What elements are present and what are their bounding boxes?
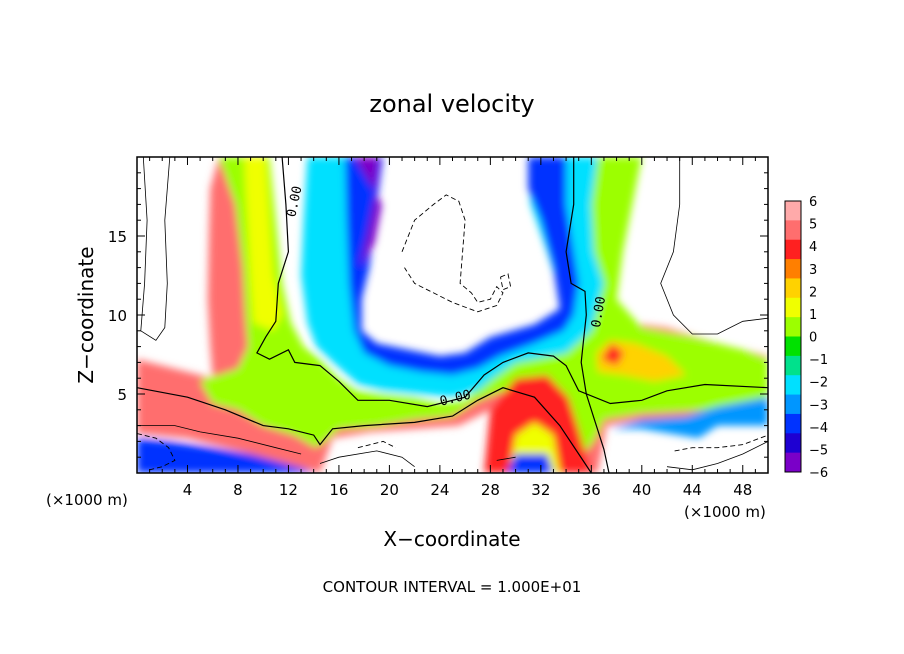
colorbar-tick-label: −3 (809, 398, 828, 413)
colorbar-tick-label: 3 (809, 263, 817, 278)
velocity-region-left-yellow (244, 157, 283, 331)
y-tick-label: 10 (108, 307, 127, 325)
contour-label: 0.00 (438, 388, 472, 410)
colorbar: 6 5 4 3 2 1 0 −1 −2 −3 −4 −5 −6 (784, 195, 828, 481)
colorbar-swatch (785, 394, 801, 415)
contour-line (319, 450, 415, 468)
colorbar-tick-label: 5 (809, 218, 817, 233)
colorbar-swatch (785, 239, 801, 260)
contour-line-negative (500, 273, 512, 291)
colorbar-tick-label: 4 (809, 240, 817, 255)
colorbar-tick-label: 1 (809, 308, 817, 323)
contour-line-zero (256, 157, 768, 408)
x-unit-left: (×1000 m) (46, 491, 128, 509)
x-tick-label: 28 (481, 481, 500, 499)
y-tick-label: 5 (117, 386, 127, 404)
colorbar-tick-label: −2 (809, 376, 828, 391)
contour-label: 0.00 (589, 295, 609, 328)
y-tick-label: 15 (108, 228, 127, 246)
x-tick-label: 4 (183, 481, 193, 499)
velocity-region-mid-bottom (484, 375, 592, 473)
x-tick-label: 8 (233, 481, 243, 499)
colorbar-tick-label: −4 (809, 421, 828, 436)
x-unit-right: (×1000 m) (684, 503, 766, 521)
contour-line (496, 456, 516, 461)
y-axis-label: Z−coordinate (74, 246, 98, 383)
contour-line-zero (565, 157, 610, 473)
contour-line-negative (137, 433, 176, 471)
contour-line-negative (674, 434, 768, 452)
colorbar-swatch (785, 336, 801, 357)
x-tick-label: 36 (582, 481, 601, 499)
colorbar-frame (784, 200, 802, 473)
colorbar-swatch (785, 452, 801, 473)
colorbar-swatch (785, 259, 801, 279)
velocity-region-mid-purple (354, 157, 382, 268)
x-tick-label: 24 (430, 481, 449, 499)
colorbar-swatch (785, 220, 801, 241)
contour-line-zero (137, 387, 592, 473)
contour-interval-note: CONTOUR INTERVAL = 1.000E+01 (323, 578, 582, 596)
velocity-region-right-red-spot (601, 343, 625, 366)
colorbar-swatch (785, 317, 801, 337)
colorbar-swatch (785, 297, 801, 318)
x-tick-label: 48 (733, 481, 752, 499)
x-tick-label: 16 (329, 481, 348, 499)
x-tick-label: 20 (380, 481, 399, 499)
colorbar-tick-label: −1 (809, 353, 828, 368)
x-tick-label: 32 (531, 481, 550, 499)
chart-title: zonal velocity (369, 90, 534, 118)
colorbar-swatch (785, 355, 801, 376)
contour-line (137, 425, 302, 455)
colorbar-tick-label: 6 (809, 195, 817, 210)
contour-line (660, 157, 768, 335)
plot-area: 0.000.000.00 4 8 12 16 20 24 28 32 36 40 44 48 5101… (108, 156, 769, 499)
colorbar-tick-label: −6 (809, 466, 828, 481)
colorbar-swatch (785, 201, 801, 221)
x-tick-label: 12 (279, 481, 298, 499)
contour-label: 0.00 (284, 185, 305, 219)
x-axis-label: X−coordinate (383, 527, 520, 551)
x-tick-label: 40 (632, 481, 651, 499)
x-tick-label: 44 (683, 481, 702, 499)
contour-line (140, 157, 171, 341)
velocity-region-far-left-neg (137, 438, 314, 473)
colorbar-swatch (785, 413, 801, 434)
colorbar-swatch (785, 278, 801, 299)
contour-line-negative (357, 440, 396, 449)
velocity-region-right-blue (610, 397, 768, 439)
colorbar-swatch (785, 433, 801, 454)
velocity-region-mid-bottom-b (506, 454, 554, 473)
colorbar-swatch (785, 375, 801, 396)
contour-line (666, 441, 768, 471)
colorbar-tick-label: 0 (809, 331, 817, 346)
contour-line-negative (401, 194, 504, 313)
colorbar-tick-label: −5 (809, 443, 828, 458)
colorbar-tick-label: 2 (809, 285, 817, 300)
